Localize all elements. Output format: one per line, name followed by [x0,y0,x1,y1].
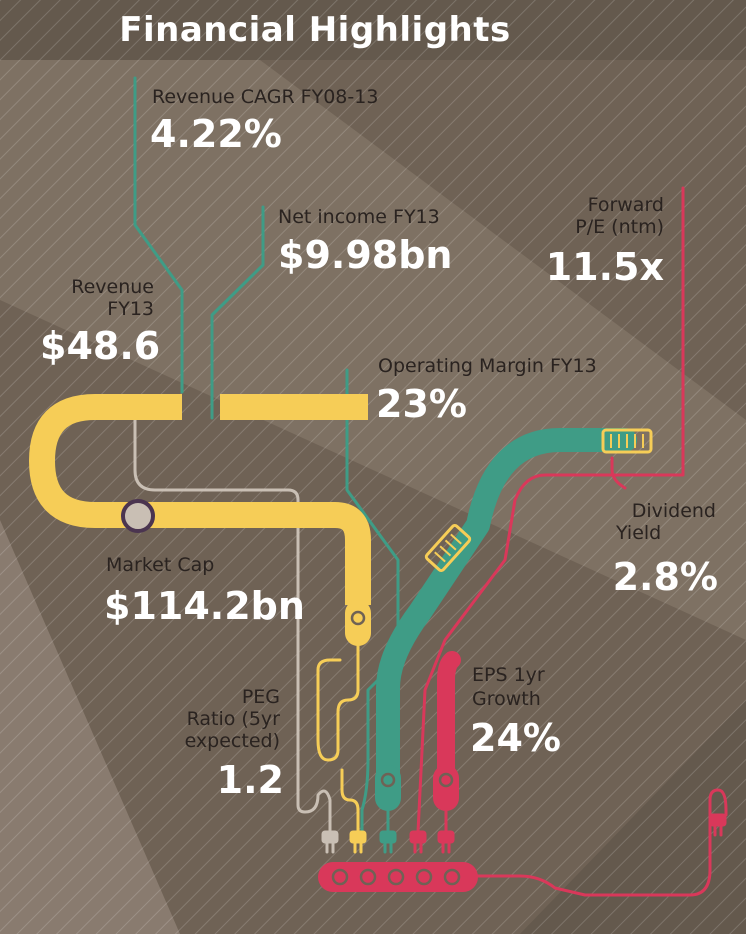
plug-icon-teal [379,830,397,854]
revenue-value: $48.6 [40,324,161,368]
revenue-label-line2: FY13 [107,298,154,320]
plug-icon-red-3 [709,813,727,837]
yellow-plug-ring [350,610,366,626]
red-cable-dividend [610,456,627,490]
dividend-yield-label-line2: Yield [616,522,662,544]
teal-plug-body [375,765,401,811]
power-strip-body [318,862,478,892]
teal-plug-ring [380,772,396,788]
market-cap-label: Market Cap [106,554,215,576]
dividend-yield-value: 2.8% [612,555,718,599]
net-income-value: $9.98bn [278,233,453,277]
plug-icon-yellow [349,830,367,854]
yellow-chip-top [601,428,653,454]
market-cap-value: $114.2bn [104,584,305,628]
operating-margin-label: Operating Margin FY13 [378,355,597,377]
net-income-label: Net income FY13 [278,206,440,228]
page-title: Financial Highlights [119,10,511,50]
market-cap-marker [121,499,155,533]
power-strip-socket-3 [387,868,405,886]
grey-cable-line [133,418,332,832]
red-plug-ring [438,772,454,788]
red-strip-cable [468,788,728,897]
yellow-loop [29,394,371,605]
yellow-thin-lead [316,638,360,762]
plug-icon-red-2 [437,830,455,854]
eps-growth-label-line2: Growth [472,688,541,710]
power-strip-socket-4 [415,868,433,886]
forward-pe-label-line2: P/E (ntm) [575,216,664,238]
red-plug-body [433,765,459,811]
red-thick-cable [437,651,461,799]
power-strip-socket-5 [443,868,461,886]
revenue-cagr-label: Revenue CAGR FY08-13 [152,86,379,108]
plug-icon-grey [321,830,339,854]
teal-cable-net-income [210,205,265,420]
power-strip-socket-1 [331,868,349,886]
eps-growth-label-line1: EPS 1yr [472,664,545,686]
yellow-thin-lead-2 [340,768,360,834]
operating-margin-value: 23% [376,382,467,426]
yellow-chip-diagonal [424,524,472,572]
peg-ratio-label-line3: expected) [184,730,280,752]
forward-pe-value: 11.5x [545,245,664,289]
dividend-yield-label-line1: Dividend [631,500,716,522]
peg-ratio-label-line2: Ratio (5yr [186,708,280,730]
peg-ratio-value: 1.2 [216,758,284,802]
revenue-cagr-value: 4.22% [150,112,282,156]
revenue-label-line1: Revenue [71,276,154,298]
teal-thick-cable [376,428,637,792]
power-strip-socket-2 [359,868,377,886]
plug-prongs [321,813,727,854]
red-cable-forward-pe [416,186,685,834]
teal-cable-revenue-cagr [133,76,184,394]
peg-ratio-label-line1: PEG [241,686,280,708]
eps-growth-value: 24% [470,716,561,760]
forward-pe-label-line1: Forward [587,194,664,216]
connectors [121,428,653,811]
power-strip [318,862,478,892]
grey-cable [133,418,332,832]
yellow-cable [29,394,371,834]
plug-icon-red-1 [409,830,427,854]
